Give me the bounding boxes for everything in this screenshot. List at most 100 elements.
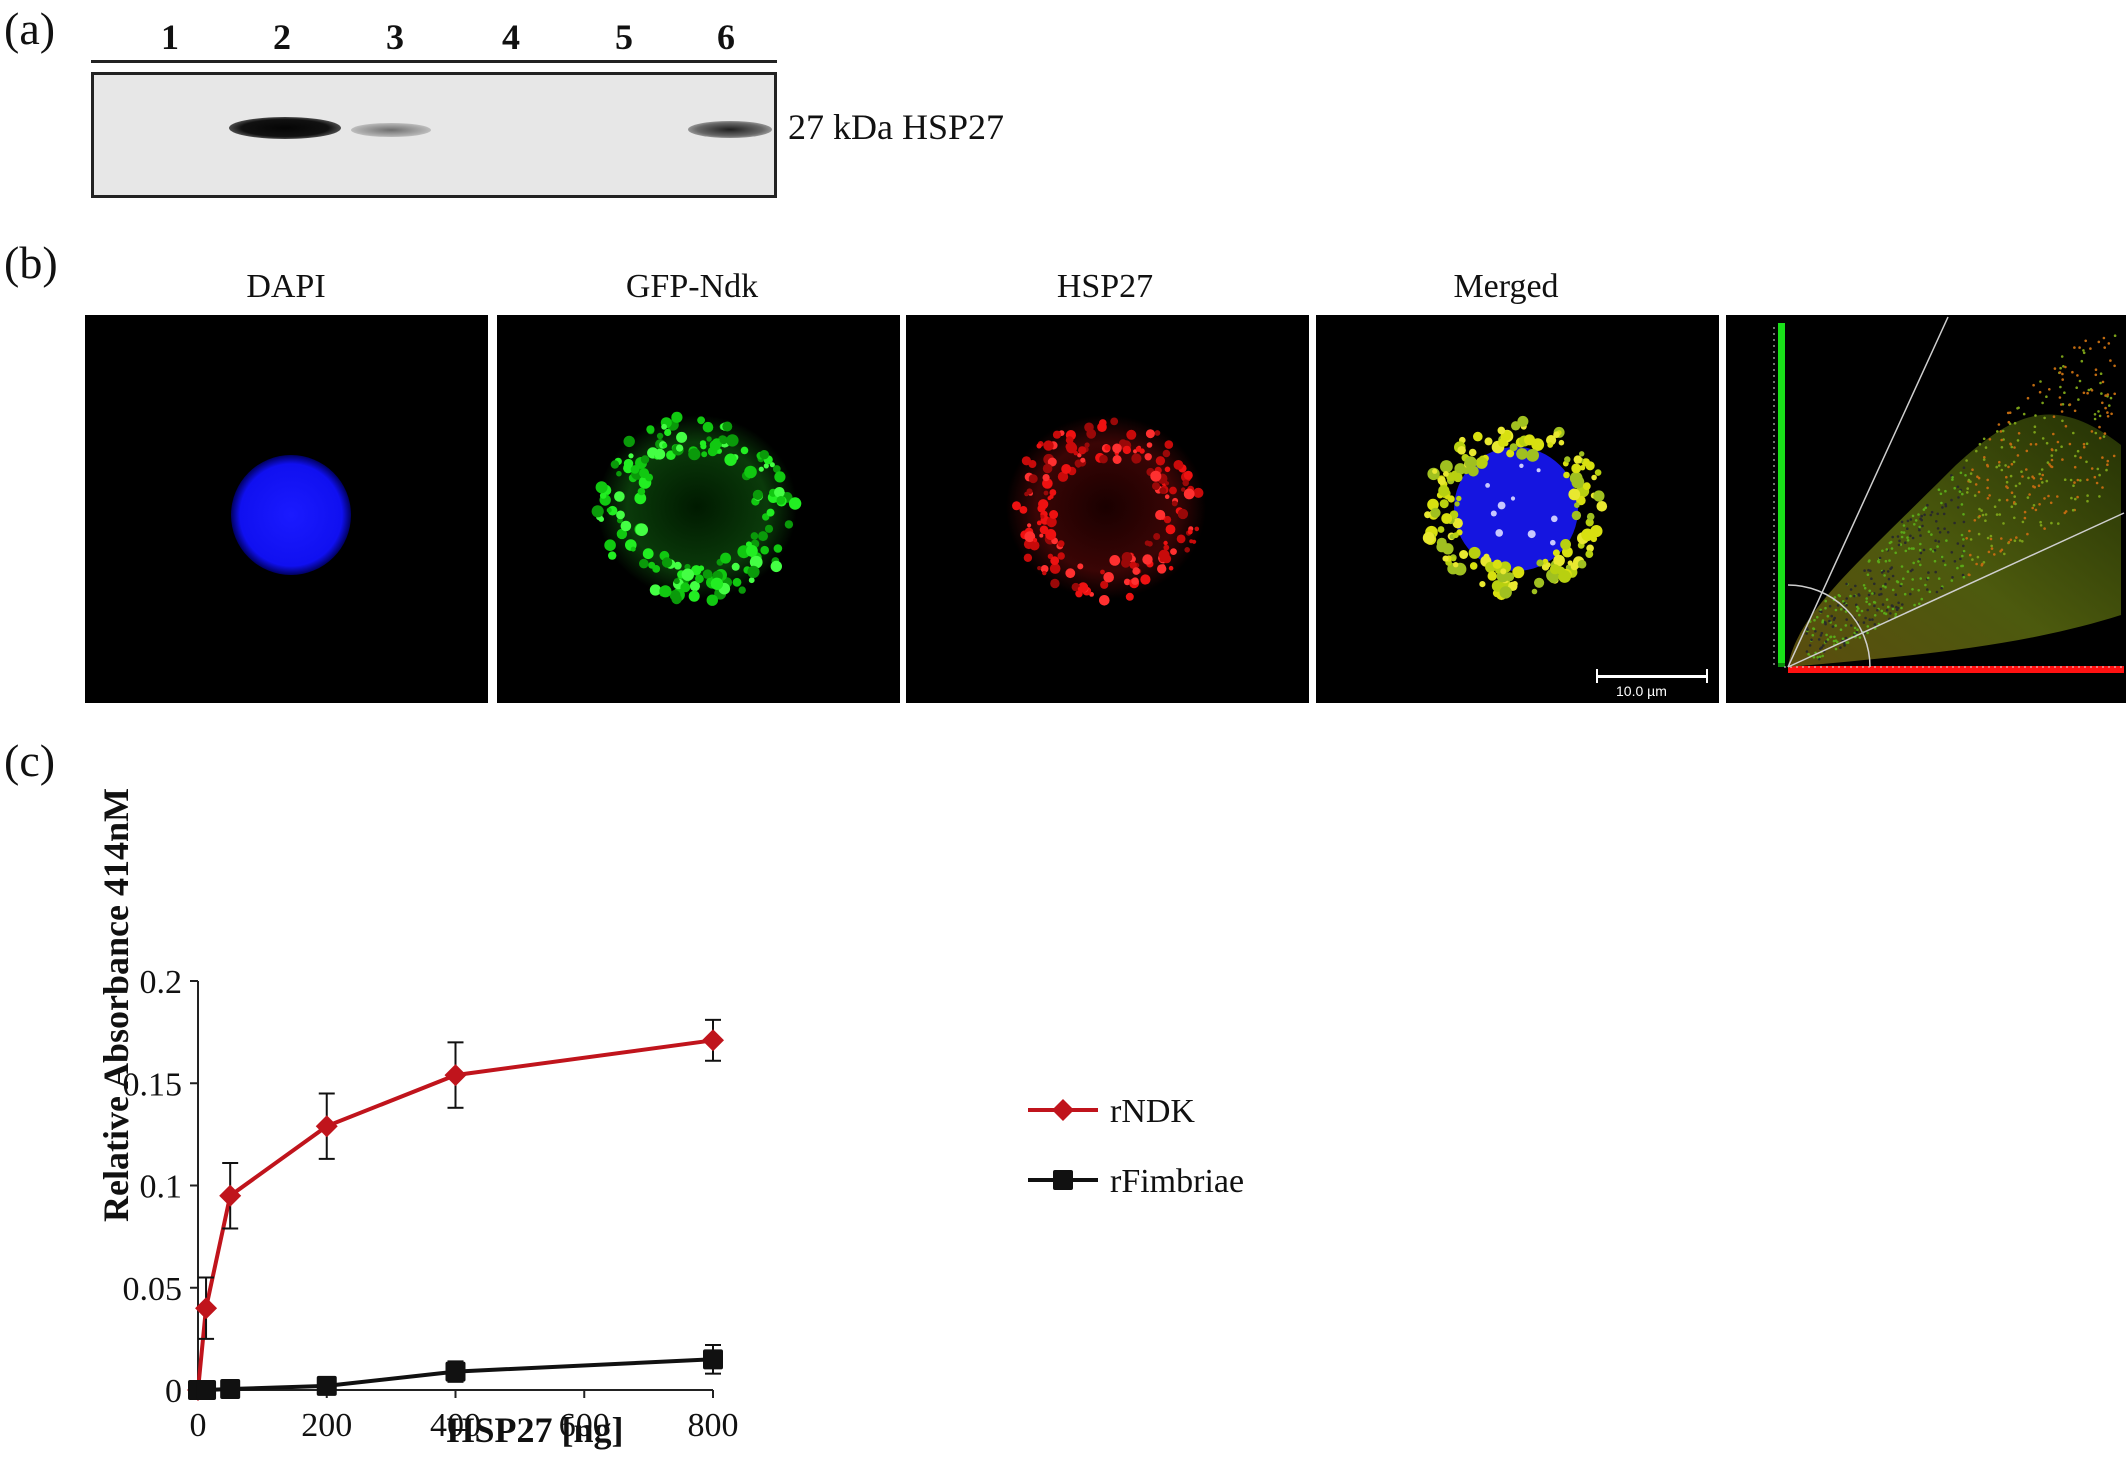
scatter-dot (2112, 454, 2116, 458)
punctum (724, 453, 737, 466)
scatter-dot (2082, 391, 2086, 395)
scatter-dot (1889, 567, 1892, 571)
punctum (1437, 476, 1446, 485)
scatter-dot (1984, 446, 1988, 449)
scatter-dot (2086, 499, 2089, 503)
scatter-dot (1924, 583, 1927, 587)
scatter-dot (2009, 474, 2013, 478)
punctum (744, 465, 757, 479)
punctum (1099, 454, 1108, 464)
scatter-dot (1934, 570, 1937, 574)
data-point (315, 1115, 338, 1138)
scatter-dot (2026, 396, 2030, 400)
scatter-dot (2101, 486, 2104, 489)
punctum (1553, 431, 1560, 438)
punctum (1579, 465, 1586, 471)
scatter-dot (1986, 478, 1989, 482)
punctum (676, 444, 684, 452)
punctum (1162, 449, 1171, 458)
punctum (1100, 569, 1105, 575)
scatter-dot (2008, 411, 2012, 414)
punctum (776, 496, 786, 505)
punctum (1497, 426, 1506, 435)
nuclear-spot (1550, 539, 1556, 546)
punctum (1164, 440, 1174, 449)
scatter-dot (2086, 478, 2089, 482)
scatter-dot (1988, 438, 1992, 441)
punctum (1112, 455, 1122, 464)
scatter-dot (1976, 475, 1979, 478)
scatter-dot (1837, 593, 1841, 597)
scatter-dot (2079, 456, 2082, 459)
scatter-dot (1950, 474, 1953, 477)
scatter-dot (1817, 638, 1821, 641)
data-point (219, 1184, 242, 1207)
punctum (606, 507, 612, 513)
scatter-dot (1876, 559, 1880, 563)
scatter-dot (1900, 535, 1904, 539)
scatter-dot (1957, 496, 1960, 499)
punctum (646, 425, 655, 434)
scatter-dot (1944, 489, 1947, 493)
scatter-dot (1828, 619, 1831, 623)
scatter-dot (1910, 547, 1914, 550)
scatter-dot (1839, 628, 1843, 631)
punctum (1568, 488, 1581, 501)
punctum (1037, 566, 1042, 571)
band-label: 27 kDa HSP27 (788, 107, 1005, 147)
scatter-dot (1860, 609, 1864, 613)
scatter-dot (1901, 603, 1904, 606)
scatter-dot (2094, 368, 2098, 371)
scatter-dot (2078, 346, 2081, 349)
punctum (1194, 526, 1200, 532)
scatter-dot (1864, 616, 1867, 620)
scatter-dot (2043, 416, 2046, 420)
scatter-dot (1950, 579, 1954, 582)
punctum (1443, 471, 1449, 477)
label-gfp-ndk: GFP-Ndk (625, 268, 759, 305)
scatter-dot (2054, 449, 2058, 452)
scatter-dot (1868, 559, 1871, 562)
punctum (630, 546, 636, 552)
lane-numbers: 1 2 3 4 5 6 (0, 16, 800, 57)
scatter-dot (2086, 494, 2089, 497)
punctum (1135, 446, 1142, 452)
punctum (1451, 556, 1457, 562)
scatter-dot (1868, 602, 1871, 606)
scatter-dot (1876, 608, 1879, 612)
punctum (1028, 474, 1038, 484)
scatter-dot (2074, 497, 2077, 501)
punctum (1144, 453, 1152, 461)
data-point (195, 1297, 218, 1320)
scatter-dot (1888, 559, 1891, 562)
scatter-dot (1811, 633, 1815, 637)
scatter-dot (1946, 531, 1950, 534)
scatter-dot (1814, 630, 1817, 633)
scatter-dot (1977, 490, 1981, 494)
scatter-dot (2073, 481, 2076, 484)
punctum (1129, 561, 1137, 569)
scatter-dot (2076, 449, 2080, 453)
scatter-dot (1824, 606, 1827, 610)
scatter-dot (1902, 577, 1905, 580)
scatter-dot (1819, 634, 1823, 637)
y-tick-label: 0.2 (140, 964, 183, 1001)
scatter-dot (1906, 519, 1910, 523)
punctum (1024, 491, 1029, 497)
punctum (1479, 581, 1486, 588)
punctum (1163, 540, 1168, 546)
scatter-dot (1855, 609, 1859, 613)
scatter-dot (1986, 486, 1989, 490)
scatter-dot (1962, 538, 1965, 541)
scatter-dot (1824, 599, 1827, 603)
scatter-dot (2108, 404, 2111, 407)
scatter-dot (2025, 449, 2029, 453)
punctum (1158, 549, 1170, 561)
scatter-dot (2000, 468, 2004, 472)
scatter-dot (2034, 508, 2038, 512)
punctum (1524, 434, 1535, 446)
scatter-dot (1971, 468, 1974, 471)
scatter-dot (1858, 636, 1862, 639)
scatter-dot (1845, 618, 1848, 621)
scatter-dot (2039, 520, 2042, 524)
